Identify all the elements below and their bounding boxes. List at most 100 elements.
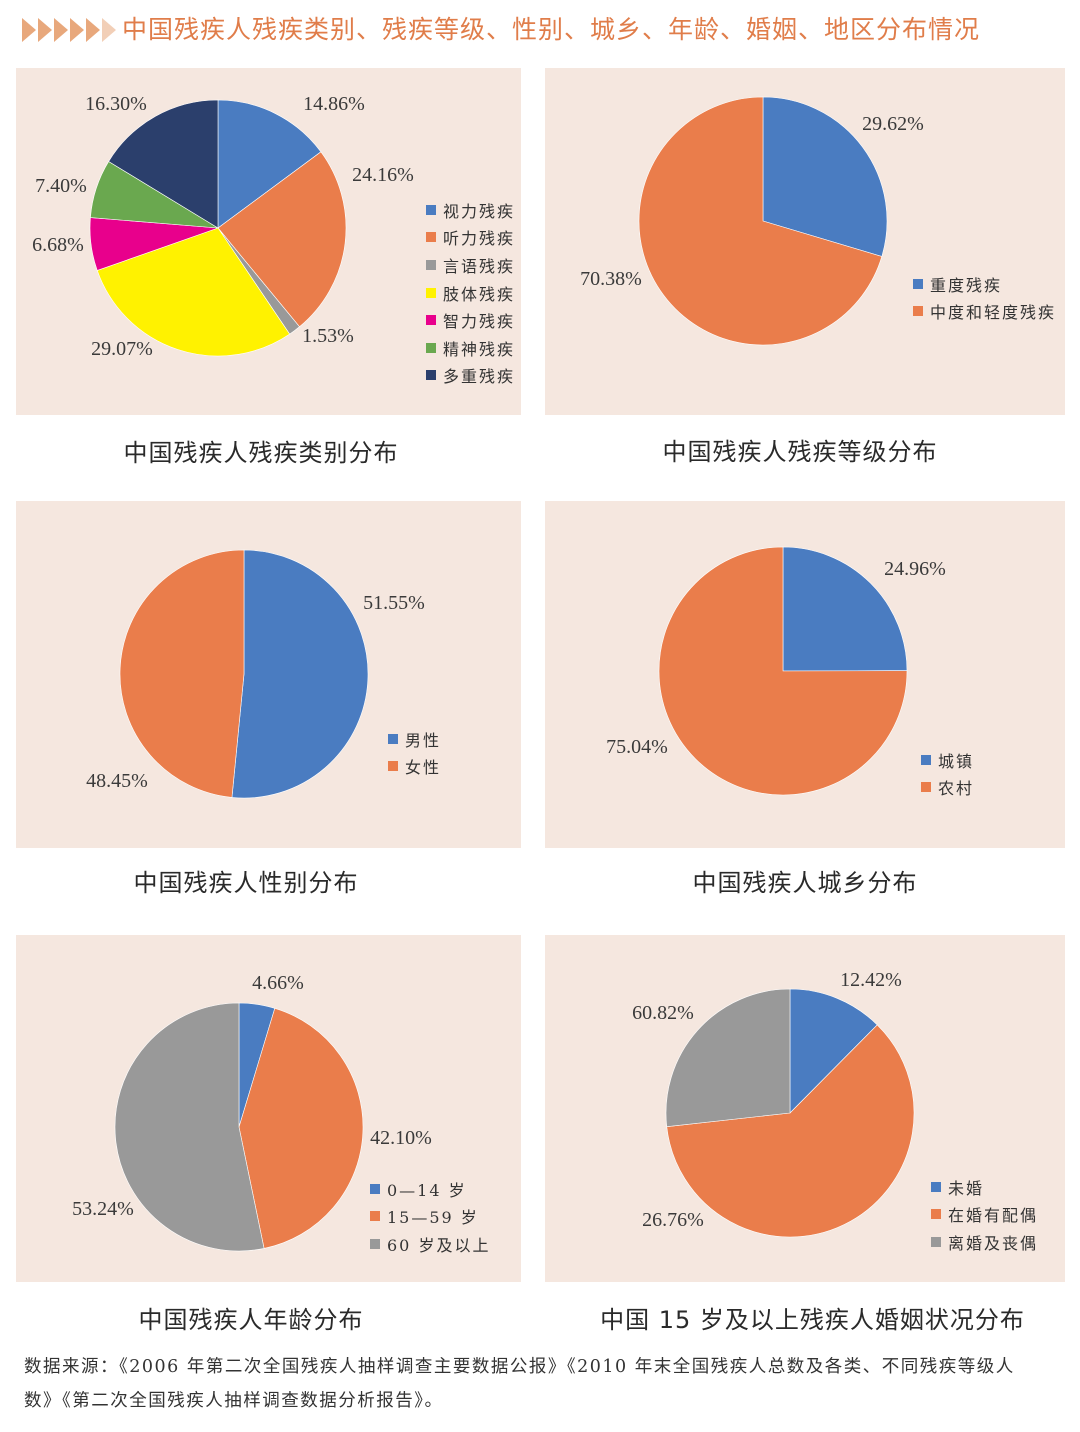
legend-label: 智力残疾 [443, 312, 516, 332]
legend-label: 言语残疾 [443, 256, 516, 276]
data-label: 24.96% [884, 558, 946, 580]
pie-slice [217, 99, 322, 229]
data-label: 1.53% [302, 325, 354, 347]
page-title: 中国残疾人残疾类别、残疾等级、性别、城乡、年龄、婚姻、地区分布情况 [122, 15, 981, 44]
data-label: 6.68% [32, 234, 84, 256]
legend-swatch [931, 1209, 941, 1220]
chart-panel-marital: 12.42% 60.82% 26.76% 未婚 在婚有配偶 离婚及丧偶 [545, 935, 1065, 1282]
chart-title: 中国残疾人残疾类别分布 [123, 439, 399, 467]
data-label: 70.38% [580, 268, 642, 290]
pie-chart-svg: 4.66% 42.10% 53.24% [72, 972, 432, 1252]
pie-chart-svg: 29.62% 70.38% [580, 96, 924, 346]
legend-swatch [931, 1181, 941, 1192]
chart-title: 中国残疾人性别分布 [133, 869, 359, 897]
legend-item: 听力残疾 [426, 224, 515, 252]
header: 中国残疾人残疾类别、残疾等级、性别、城乡、年龄、婚姻、地区分布情况 [22, 6, 1062, 46]
pie-slice [238, 1007, 364, 1249]
chevron-arrow-icon [102, 18, 116, 42]
legend: 视力残疾 听力残疾 言语残疾 肢体残疾 智力残疾 精神残疾 多重残疾 [426, 196, 515, 389]
chevron-arrow-icon [22, 18, 36, 42]
pie-slice [638, 96, 883, 346]
pie-slice [114, 1002, 265, 1252]
pie-slice [108, 99, 219, 229]
legend-label: 男性 [405, 730, 442, 750]
legend-swatch [426, 370, 436, 381]
legend-label: 视力残疾 [443, 201, 516, 221]
data-label: 7.40% [35, 175, 87, 197]
chart-title: 中国残疾人年龄分布 [138, 1306, 364, 1334]
legend-swatch [931, 1236, 941, 1247]
legend-item: 农村 [921, 774, 974, 802]
legend-label: 农村 [938, 779, 975, 799]
chevron-arrow-icon [70, 18, 84, 42]
data-source-note: 数据来源：《2006 年第二次全国残疾人抽样调查主要数据公报》《2010 年末全… [24, 1357, 1015, 1411]
pie-slice [119, 549, 245, 798]
pie-slice [217, 151, 347, 328]
legend-item: 在婚有配偶 [931, 1201, 1038, 1229]
legend-item: 60 岁及以上 [370, 1230, 490, 1258]
legend-item: 视力残疾 [426, 196, 515, 224]
legend: 0—14 岁 15—59 岁 60 岁及以上 [370, 1175, 490, 1258]
pie-chart-svg: 24.96% 75.04% [606, 546, 946, 796]
chart-title: 中国 15 岁及以上残疾人婚姻状况分布 [600, 1306, 1025, 1334]
legend-label: 听力残疾 [443, 229, 516, 249]
legend-swatch [426, 204, 436, 215]
pie-chart-svg: 12.42% 60.82% 26.76% [632, 969, 915, 1238]
legend-swatch [913, 278, 923, 289]
data-label: 14.86% [303, 93, 365, 115]
legend-swatch [370, 1183, 380, 1194]
legend-label: 肢体残疾 [443, 284, 516, 304]
legend-item: 15—59 岁 [370, 1203, 490, 1231]
data-label: 75.04% [606, 736, 668, 758]
data-label: 48.45% [86, 770, 148, 792]
chart-title: 中国残疾人城乡分布 [692, 869, 918, 897]
legend-swatch [921, 782, 931, 793]
legend-label: 15—59 岁 [387, 1208, 479, 1228]
pie-slice [789, 988, 878, 1114]
legend-item: 男性 [388, 725, 441, 753]
data-label: 60.82% [632, 1002, 694, 1024]
data-label: 29.62% [862, 113, 924, 135]
legend: 重度残疾中度和轻度残疾 [913, 270, 1056, 325]
legend: 城镇 农村 [921, 746, 974, 801]
chevron-arrow-icon [38, 18, 52, 42]
legend-label: 未婚 [948, 1178, 985, 1198]
legend: 未婚在婚有配偶离婚及丧偶 [931, 1173, 1038, 1256]
chart-title: 中国残疾人残疾等级分布 [662, 438, 938, 466]
legend-swatch [388, 761, 398, 772]
pie-slice [96, 227, 291, 357]
legend-swatch [426, 315, 436, 326]
legend-item: 中度和轻度残疾 [913, 298, 1056, 326]
legend-swatch [370, 1211, 380, 1222]
legend-label: 城镇 [938, 751, 975, 771]
legend-swatch [426, 259, 436, 270]
legend-swatch [426, 232, 436, 243]
legend-label: 60 岁及以上 [387, 1235, 491, 1255]
legend-item: 0—14 岁 [370, 1175, 490, 1203]
legend-swatch [426, 342, 436, 353]
data-label: 51.55% [363, 592, 425, 614]
pie-chart-svg: 14.86% 24.16% 1.53% 29.07% 6.68% 7.40% 16.30% [32, 93, 414, 360]
data-label: 53.24% [72, 1198, 134, 1220]
legend-label: 中度和轻度残疾 [930, 303, 1057, 323]
data-label: 16.30% [85, 93, 147, 115]
data-label: 26.76% [642, 1209, 704, 1231]
legend-item: 离婚及丧偶 [931, 1228, 1038, 1256]
legend-item: 智力残疾 [426, 306, 515, 334]
chart-panel-disability-grade: 29.62% 70.38% 重度残疾中度和轻度残疾 [545, 68, 1065, 415]
legend-label: 重度残疾 [930, 275, 1003, 295]
chart-panel-age: 4.66% 42.10% 53.24% 0—14 岁 15—59 岁 60 岁及以上 [16, 935, 521, 1282]
pie-slice [666, 1024, 915, 1238]
legend-label: 女性 [405, 758, 442, 778]
chart-panel-urban-rural: 24.96% 75.04% 城镇农村 [545, 501, 1065, 848]
data-label: 4.66% [252, 972, 304, 994]
legend-item: 精神残疾 [426, 334, 515, 362]
legend-item: 未婚 [931, 1173, 1038, 1201]
legend-label: 离婚及丧偶 [948, 1233, 1039, 1253]
data-label: 42.10% [370, 1127, 432, 1149]
chart-panel-gender: 51.55% 48.45% 男性女性 [16, 501, 521, 848]
chevron-arrow-icon [54, 18, 68, 42]
pie-slice [782, 546, 908, 672]
legend-swatch [913, 306, 923, 317]
legend-item: 女性 [388, 753, 441, 781]
